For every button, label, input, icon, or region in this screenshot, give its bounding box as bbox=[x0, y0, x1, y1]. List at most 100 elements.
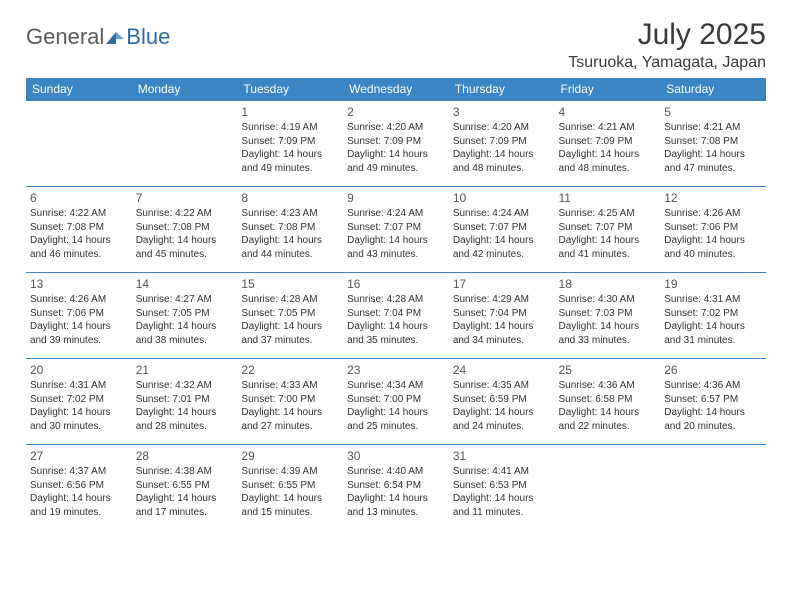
sunrise-line: Sunrise: 4:41 AM bbox=[453, 465, 551, 479]
day-number: 26 bbox=[664, 362, 762, 378]
calendar-week-row: 20Sunrise: 4:31 AMSunset: 7:02 PM Dayligh… bbox=[26, 359, 766, 445]
daylight-line: Daylight: 14 hours and 13 minutes. bbox=[347, 492, 445, 519]
daylight-line: Daylight: 14 hours and 33 minutes. bbox=[559, 320, 657, 347]
day-number: 11 bbox=[559, 190, 657, 206]
sunrise-line: Sunrise: 4:32 AM bbox=[136, 379, 234, 393]
calendar-day-cell: 26Sunrise: 4:36 AMSunset: 6:57 PMDayligh… bbox=[660, 359, 766, 445]
daylight-line: Daylight: 14 hours and 49 minutes. bbox=[347, 148, 445, 175]
day-number: 20 bbox=[30, 362, 128, 378]
calendar-day-cell: 6Sunrise: 4:22 AMSunset: 7:08 PMDaylight… bbox=[26, 187, 132, 273]
day-number: 17 bbox=[453, 276, 551, 292]
page-title: July 2025 bbox=[568, 18, 766, 52]
sunrise-line: Sunrise: 4:34 AM bbox=[347, 379, 445, 393]
sunrise-line: Sunrise: 4:23 AM bbox=[241, 207, 339, 221]
daylight-line: Daylight: 14 hours and 42 minutes. bbox=[453, 234, 551, 261]
calendar-day-cell: 1Sunrise: 4:19 AMSunset: 7:09 PMDaylight… bbox=[237, 101, 343, 187]
day-number: 6 bbox=[30, 190, 128, 206]
day-number: 14 bbox=[136, 276, 234, 292]
calendar-day-cell: 12Sunrise: 4:26 AMSunset: 7:06 PMDayligh… bbox=[660, 187, 766, 273]
sunrise-line: Sunrise: 4:20 AM bbox=[347, 121, 445, 135]
calendar-day-cell: 14Sunrise: 4:27 AMSunset: 7:05 PMDayligh… bbox=[132, 273, 238, 359]
day-number: 7 bbox=[136, 190, 234, 206]
sunset-line: Sunset: 7:04 PM bbox=[347, 307, 445, 321]
daylight-line: Daylight: 14 hours and 34 minutes. bbox=[453, 320, 551, 347]
sunset-line: Sunset: 7:00 PM bbox=[347, 393, 445, 407]
day-header: Friday bbox=[555, 78, 661, 101]
calendar-day-cell: 13Sunrise: 4:26 AMSunset: 7:06 PMDayligh… bbox=[26, 273, 132, 359]
daylight-line: Daylight: 14 hours and 28 minutes. bbox=[136, 406, 234, 433]
daylight-line: Daylight: 14 hours and 44 minutes. bbox=[241, 234, 339, 261]
calendar-table: SundayMondayTuesdayWednesdayThursdayFrid… bbox=[26, 78, 766, 531]
daylight-line: Daylight: 14 hours and 45 minutes. bbox=[136, 234, 234, 261]
calendar-day-cell: 20Sunrise: 4:31 AMSunset: 7:02 PMDayligh… bbox=[26, 359, 132, 445]
day-number: 9 bbox=[347, 190, 445, 206]
daylight-line: Daylight: 14 hours and 48 minutes. bbox=[559, 148, 657, 175]
sunset-line: Sunset: 6:58 PM bbox=[559, 393, 657, 407]
calendar-week-row: 27Sunrise: 4:37 AMSunset: 6:56 PMDayligh… bbox=[26, 445, 766, 531]
day-number: 8 bbox=[241, 190, 339, 206]
sunrise-line: Sunrise: 4:29 AM bbox=[453, 293, 551, 307]
sunset-line: Sunset: 6:59 PM bbox=[453, 393, 551, 407]
day-header: Tuesday bbox=[237, 78, 343, 101]
daylight-line: Daylight: 14 hours and 24 minutes. bbox=[453, 406, 551, 433]
calendar-day-cell: 11Sunrise: 4:25 AMSunset: 7:07 PMDayligh… bbox=[555, 187, 661, 273]
calendar-day-cell: 10Sunrise: 4:24 AMSunset: 7:07 PMDayligh… bbox=[449, 187, 555, 273]
calendar-header-row: SundayMondayTuesdayWednesdayThursdayFrid… bbox=[26, 78, 766, 101]
sunset-line: Sunset: 6:54 PM bbox=[347, 479, 445, 493]
brand-part-1: General bbox=[26, 24, 104, 50]
sunrise-line: Sunrise: 4:22 AM bbox=[30, 207, 128, 221]
sunset-line: Sunset: 7:02 PM bbox=[30, 393, 128, 407]
daylight-line: Daylight: 14 hours and 11 minutes. bbox=[453, 492, 551, 519]
day-number: 15 bbox=[241, 276, 339, 292]
daylight-line: Daylight: 14 hours and 15 minutes. bbox=[241, 492, 339, 519]
day-number: 4 bbox=[559, 104, 657, 120]
sunrise-line: Sunrise: 4:28 AM bbox=[347, 293, 445, 307]
calendar-day-cell: 25Sunrise: 4:36 AMSunset: 6:58 PMDayligh… bbox=[555, 359, 661, 445]
header: General Blue July 2025 Tsuruoka, Yamagat… bbox=[26, 18, 766, 72]
day-number: 21 bbox=[136, 362, 234, 378]
daylight-line: Daylight: 14 hours and 17 minutes. bbox=[136, 492, 234, 519]
day-header: Monday bbox=[132, 78, 238, 101]
daylight-line: Daylight: 14 hours and 46 minutes. bbox=[30, 234, 128, 261]
day-header: Wednesday bbox=[343, 78, 449, 101]
sunrise-line: Sunrise: 4:22 AM bbox=[136, 207, 234, 221]
calendar-day-cell: 2Sunrise: 4:20 AMSunset: 7:09 PMDaylight… bbox=[343, 101, 449, 187]
daylight-line: Daylight: 14 hours and 38 minutes. bbox=[136, 320, 234, 347]
day-number: 25 bbox=[559, 362, 657, 378]
calendar-day-cell: 17Sunrise: 4:29 AMSunset: 7:04 PMDayligh… bbox=[449, 273, 555, 359]
calendar-day-cell: 24Sunrise: 4:35 AMSunset: 6:59 PMDayligh… bbox=[449, 359, 555, 445]
sunrise-line: Sunrise: 4:31 AM bbox=[30, 379, 128, 393]
sunrise-line: Sunrise: 4:21 AM bbox=[664, 121, 762, 135]
calendar-day-cell: 31Sunrise: 4:41 AMSunset: 6:53 PMDayligh… bbox=[449, 445, 555, 531]
sunrise-line: Sunrise: 4:38 AM bbox=[136, 465, 234, 479]
calendar-day-cell: 4Sunrise: 4:21 AMSunset: 7:09 PMDaylight… bbox=[555, 101, 661, 187]
daylight-line: Daylight: 14 hours and 35 minutes. bbox=[347, 320, 445, 347]
calendar-week-row: 1Sunrise: 4:19 AMSunset: 7:09 PMDaylight… bbox=[26, 101, 766, 187]
sunrise-line: Sunrise: 4:26 AM bbox=[664, 207, 762, 221]
day-number: 13 bbox=[30, 276, 128, 292]
day-number: 29 bbox=[241, 448, 339, 464]
location-text: Tsuruoka, Yamagata, Japan bbox=[568, 54, 766, 72]
day-number: 2 bbox=[347, 104, 445, 120]
sunrise-line: Sunrise: 4:37 AM bbox=[30, 465, 128, 479]
sunrise-line: Sunrise: 4:40 AM bbox=[347, 465, 445, 479]
sunrise-line: Sunrise: 4:25 AM bbox=[559, 207, 657, 221]
day-number: 28 bbox=[136, 448, 234, 464]
daylight-line: Daylight: 14 hours and 37 minutes. bbox=[241, 320, 339, 347]
sunrise-line: Sunrise: 4:21 AM bbox=[559, 121, 657, 135]
calendar-week-row: 6Sunrise: 4:22 AMSunset: 7:08 PMDaylight… bbox=[26, 187, 766, 273]
day-number: 1 bbox=[241, 104, 339, 120]
sunset-line: Sunset: 7:09 PM bbox=[453, 135, 551, 149]
calendar-day-cell: 3Sunrise: 4:20 AMSunset: 7:09 PMDaylight… bbox=[449, 101, 555, 187]
sunset-line: Sunset: 7:09 PM bbox=[559, 135, 657, 149]
sunrise-line: Sunrise: 4:24 AM bbox=[347, 207, 445, 221]
day-number: 23 bbox=[347, 362, 445, 378]
sunrise-line: Sunrise: 4:39 AM bbox=[241, 465, 339, 479]
sunrise-line: Sunrise: 4:30 AM bbox=[559, 293, 657, 307]
sunrise-line: Sunrise: 4:24 AM bbox=[453, 207, 551, 221]
sunset-line: Sunset: 7:08 PM bbox=[241, 221, 339, 235]
day-number: 5 bbox=[664, 104, 762, 120]
sunrise-line: Sunrise: 4:33 AM bbox=[241, 379, 339, 393]
title-block: July 2025 Tsuruoka, Yamagata, Japan bbox=[568, 18, 766, 72]
sunset-line: Sunset: 7:07 PM bbox=[347, 221, 445, 235]
